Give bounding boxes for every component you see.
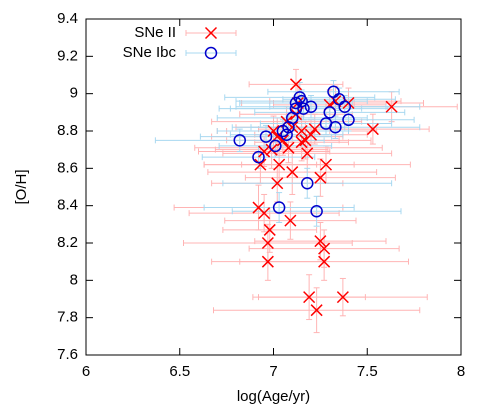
point bbox=[284, 214, 297, 227]
point bbox=[233, 134, 246, 147]
y-tick-label: 8.4 bbox=[57, 197, 78, 214]
point bbox=[304, 100, 318, 113]
point bbox=[261, 255, 274, 268]
point bbox=[308, 123, 321, 136]
point bbox=[263, 223, 276, 236]
y-tick-label: 7.6 bbox=[57, 346, 78, 363]
point bbox=[295, 94, 308, 108]
point bbox=[271, 177, 284, 190]
point bbox=[269, 139, 282, 153]
point bbox=[295, 136, 308, 149]
legend-marker bbox=[204, 46, 218, 60]
y-tick-label: 9.4 bbox=[57, 10, 78, 27]
point bbox=[280, 128, 293, 141]
point bbox=[329, 121, 342, 134]
x-tick-label: 7.5 bbox=[357, 363, 378, 380]
y-tick-label: 9 bbox=[70, 85, 78, 102]
point bbox=[267, 124, 280, 138]
x-tick-label: 6.5 bbox=[169, 363, 190, 380]
point bbox=[282, 141, 295, 154]
x-tick-label: 6 bbox=[82, 363, 90, 380]
x-tick-label: 8 bbox=[457, 363, 465, 380]
y-tick-label: 9.2 bbox=[57, 47, 78, 64]
point bbox=[295, 124, 308, 138]
point bbox=[259, 130, 273, 143]
point bbox=[336, 291, 349, 304]
point bbox=[254, 158, 267, 171]
point bbox=[366, 123, 379, 136]
point bbox=[338, 100, 351, 113]
point bbox=[261, 236, 274, 250]
y-tick-label: 8.8 bbox=[57, 122, 78, 139]
y-tick-label: 8.6 bbox=[57, 159, 78, 176]
point bbox=[314, 171, 327, 184]
point bbox=[258, 207, 271, 220]
x-axis-label: log(Age/yr) bbox=[237, 388, 310, 405]
point bbox=[310, 304, 323, 317]
point bbox=[310, 205, 323, 218]
point bbox=[252, 150, 265, 164]
point bbox=[272, 201, 286, 214]
point bbox=[304, 128, 318, 141]
y-tick-label: 8.2 bbox=[57, 234, 78, 251]
y-axis-label: [O/H] bbox=[13, 169, 30, 204]
legend-label: SNe II bbox=[134, 24, 176, 41]
point bbox=[276, 134, 289, 147]
x-tick-label: 7 bbox=[269, 363, 277, 380]
point bbox=[301, 147, 314, 160]
y-tick-label: 7.8 bbox=[57, 309, 78, 326]
point bbox=[301, 177, 314, 190]
point bbox=[297, 102, 310, 115]
y-tick-label: 8 bbox=[70, 271, 78, 288]
legend-label: SNe Ibc bbox=[123, 44, 177, 61]
point bbox=[318, 242, 331, 255]
point bbox=[314, 235, 327, 248]
point bbox=[342, 113, 355, 127]
legend-marker bbox=[204, 26, 218, 40]
point bbox=[286, 166, 299, 179]
point bbox=[303, 291, 316, 304]
point bbox=[318, 255, 331, 268]
point bbox=[273, 158, 286, 171]
point bbox=[319, 158, 333, 171]
point bbox=[385, 100, 398, 113]
point bbox=[323, 106, 336, 119]
point bbox=[258, 145, 271, 158]
point bbox=[289, 78, 303, 91]
